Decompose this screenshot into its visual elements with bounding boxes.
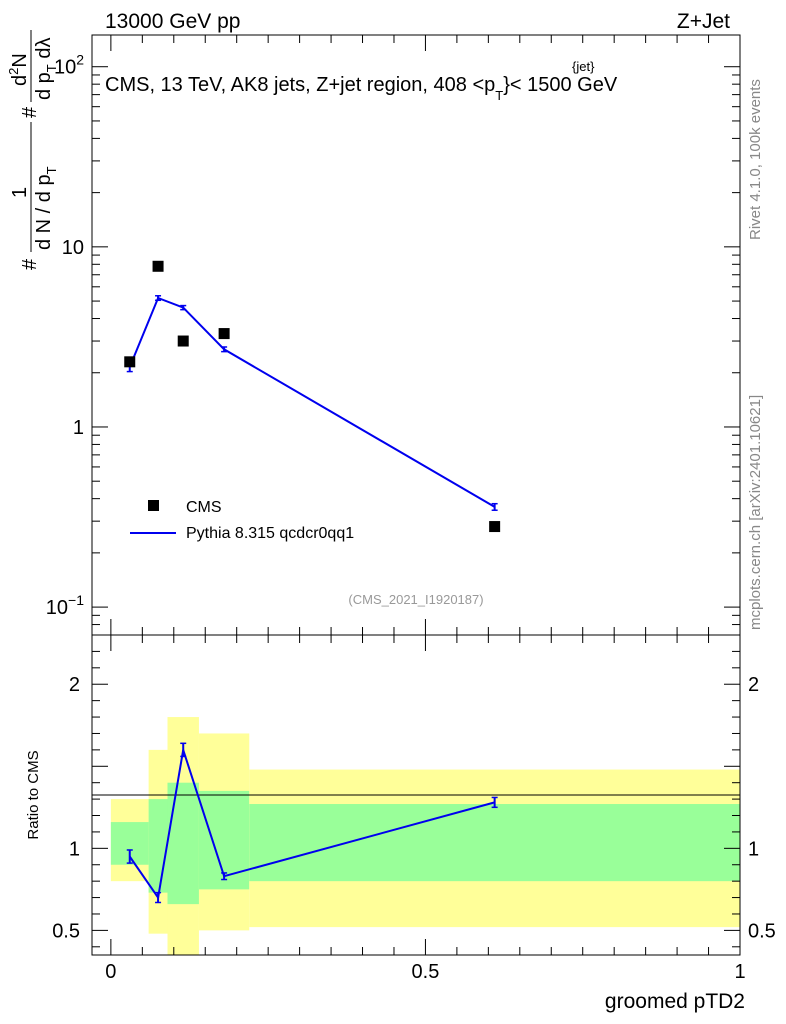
ylabel-frac2-num-sup: 2 — [6, 68, 21, 75]
cms-marker — [152, 260, 164, 272]
main-ytick-base: 10 — [54, 57, 76, 79]
ratio-xlabel: groomed pTD2 — [605, 990, 745, 1013]
main-ytick-exp: 2 — [76, 52, 84, 68]
ratio-ytick-label-right: 0.5 — [748, 920, 776, 942]
cms-marker — [218, 328, 230, 340]
ylabel-frac2-den-text: d p — [33, 72, 55, 100]
ratio-ytick-label-left: 0.5 — [52, 920, 80, 942]
header-right: Z+Jet — [677, 10, 730, 33]
cms-marker — [177, 335, 189, 347]
legend: CMS Pythia 8.315 qcdcr0qq1 — [130, 499, 354, 542]
ylabel-hash: # — [19, 258, 41, 270]
ylabel-hash2: # — [19, 106, 41, 118]
main-ytick-base: 1 — [73, 417, 84, 439]
ylabel-frac2-num-tail: N — [9, 53, 31, 67]
rivet-label: Rivet 4.1.0, 100k events — [747, 79, 764, 240]
title-main: CMS, 13 TeV, AK8 jets, Z+jet region, 408… — [105, 74, 495, 96]
ratio-ytick-label-right: 1 — [748, 838, 759, 860]
ylabel-frac1-den: d N / d pT — [33, 166, 59, 250]
header-left: 13000 GeV pp — [105, 10, 240, 33]
legend-label-cms: CMS — [186, 499, 222, 516]
main-ytick-label: 1 — [73, 417, 84, 439]
ylabel-frac2-num-text: d — [9, 75, 31, 86]
cms-marker — [489, 521, 501, 533]
ylabel-frac1-num: 1 — [9, 187, 31, 198]
ylabel-frac2-num: d2N — [6, 53, 31, 86]
ylabel-frac1-den-sub: T — [44, 166, 59, 174]
main-ytick-base: 10 — [46, 597, 68, 619]
ratio-band-inner — [167, 782, 199, 905]
legend-marker-cms — [148, 500, 159, 511]
title-tail: }< 1500 GeV — [503, 74, 618, 96]
ratio-frame — [91, 634, 741, 956]
ylabel-frac1-den-text: d N / d p — [33, 174, 55, 250]
ratio-ytick-label-right: 2 — [748, 674, 759, 696]
ratio-xtick-label: 0.5 — [412, 961, 440, 983]
ylabel-frac2-den-sub: T — [44, 64, 59, 72]
ylabel-frac2-den-tail: dλ — [33, 38, 55, 65]
main-ytick-label: 102 — [54, 52, 84, 79]
ratio-ytick-label-left: 2 — [69, 674, 80, 696]
main-ylabel: # 1 d N / d pT # d2N d pT dλ — [6, 30, 59, 270]
ratio-xtick-label: 0 — [105, 961, 116, 983]
ratio-band-inner — [249, 804, 740, 882]
ratio-ytick-label-left: 1 — [69, 838, 80, 860]
main-frame — [91, 34, 741, 636]
main-title: CMS, 13 TeV, AK8 jets, Z+jet region, 408… — [105, 74, 618, 103]
title-sub: T — [495, 88, 503, 103]
ylabel-frac2-den: d pT dλ — [33, 38, 59, 100]
site-label: mcplots.cern.ch [arXiv:2401.10621] — [747, 395, 764, 630]
ratio-band-inner — [148, 799, 168, 893]
main-ytick-label: 10 — [62, 237, 84, 259]
ratio-ylabel: Ratio to CMS — [25, 750, 42, 839]
title-sup: {jet} — [572, 59, 595, 74]
analysis-watermark: (CMS_2021_I1920187) — [348, 592, 483, 607]
ratio-xtick-label: 1 — [734, 961, 745, 983]
ratio-panel: 2 21 10.5 0.50 0.5 1 Ratio to CMS groomed pTD… — [25, 634, 776, 1013]
mc-line — [128, 296, 496, 508]
main-ytick-exp: −1 — [68, 592, 84, 608]
cms-marker — [124, 356, 136, 368]
main-ytick-label: 10−1 — [46, 592, 84, 619]
legend-label-mc: Pythia 8.315 qcdcr0qq1 — [186, 525, 354, 542]
main-ytick-base: 10 — [62, 237, 84, 259]
